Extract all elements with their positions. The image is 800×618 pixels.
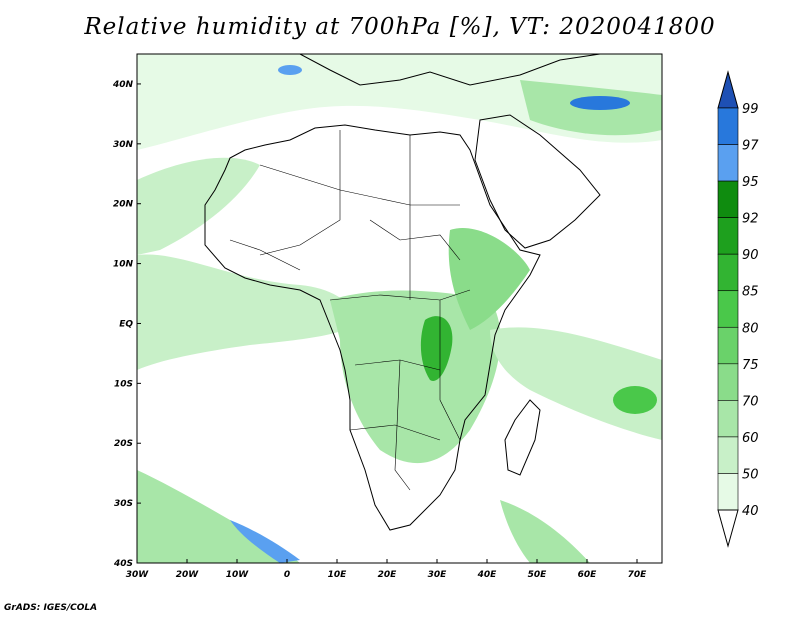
madagascar-coastline (504, 399, 541, 476)
colorbar-label: 97 (742, 139, 759, 154)
lat-tick-label: 40S (113, 559, 133, 569)
colorbar-segment (717, 326, 739, 365)
chart-title: Relative humidity at 700hPa [%], VT: 202… (84, 14, 716, 40)
humid-region-east-africa (448, 228, 530, 330)
lon-tick-label: 30E (428, 570, 448, 580)
arabia-coastline (474, 114, 601, 249)
colorbar-label: 92 (742, 212, 759, 227)
colorbar-label: 60 (742, 431, 759, 446)
lat-tick-label: 10S (114, 379, 133, 389)
saturated-spot-southern-ocean (230, 520, 300, 563)
lat-tick-label: 30N (113, 140, 134, 150)
colorbar-segment (717, 363, 739, 401)
colorbar-label: 70 (742, 394, 759, 409)
country-borders (229, 130, 471, 491)
border-line (439, 300, 461, 441)
lon-tick-label: 20E (378, 570, 398, 580)
colorbar-label: 50 (742, 467, 759, 482)
colorbar-label: 80 (742, 321, 759, 336)
humidity-field (137, 54, 662, 563)
colorbar-segment (717, 144, 739, 182)
colorbar-segment (717, 217, 739, 255)
lon-tick-label: 40E (477, 570, 498, 580)
colorbar-segment (717, 180, 739, 218)
humid-region-north-africa-band (137, 157, 260, 255)
border-line (369, 219, 461, 261)
lon-tick-label: 60E (578, 570, 598, 580)
colorbar-segment (717, 107, 739, 145)
saturated-spot-iran (570, 96, 630, 110)
high-humidity-spot-indian-ocean (613, 386, 657, 414)
humid-region-tropical-atlantic (137, 254, 360, 370)
colorbar-bottom-arrow (717, 509, 739, 548)
lon-tick-label: 70E (628, 570, 648, 580)
colorbar-segment (717, 290, 739, 328)
colorbar-segment (717, 473, 739, 511)
plot-frame (136, 53, 663, 564)
lat-tick-label: 20S (114, 439, 133, 449)
colorbar-label: 99 (742, 102, 759, 117)
border-line (229, 239, 301, 271)
border-line (259, 130, 341, 256)
border-line (349, 424, 441, 441)
colorbar-label: 75 (742, 358, 759, 373)
plot-area (137, 54, 662, 563)
colorbar-label: 85 (742, 285, 759, 300)
lat-tick-label: 20N (113, 200, 134, 210)
border-line (329, 289, 471, 301)
lon-tick-label: 30W (126, 570, 150, 580)
colorbar-label: 90 (742, 248, 759, 263)
grads-credit: GrADS: IGES/COLA (4, 603, 98, 613)
europe-coastline (137, 54, 601, 86)
colorbar-label: 95 (742, 175, 759, 190)
lon-tick-label: 50E (528, 570, 548, 580)
lon-tick-label: 0 (284, 570, 290, 580)
longitude-axis: 30W 20W 10W 0 10E 20E 30E 40E 50E 60E 70E (126, 559, 647, 580)
humid-region-north (137, 54, 662, 150)
lon-tick-label: 20W (176, 570, 200, 580)
colorbar-top-arrow (717, 70, 739, 109)
humid-region-central-africa (330, 290, 501, 464)
lat-tick-label: 40N (112, 80, 134, 90)
colorbar-label: 40 (742, 504, 759, 519)
lat-tick-label: 30S (114, 499, 133, 509)
colorbar-segment (717, 436, 739, 474)
border-line (394, 359, 411, 491)
high-humidity-spot-lakes (420, 316, 453, 381)
colorbar-segment (717, 400, 739, 438)
saturated-spot-mediterranean (278, 65, 302, 75)
humid-region-sw-indian (500, 500, 590, 563)
border-line (259, 164, 460, 206)
lon-tick-label: 10E (328, 570, 348, 580)
colorbar-segment (717, 253, 739, 292)
lat-tick-label: 10N (113, 260, 134, 270)
lat-tick-label: EQ (119, 319, 133, 329)
latitude-axis: 40N 30N 20N 10N EQ 10S 20S 30S 40S (112, 80, 141, 569)
lon-tick-label: 10W (226, 570, 250, 580)
colorbar: 40 50 60 70 75 80 85 90 92 95 97 99 (717, 70, 759, 548)
humid-region-indian-ocean (490, 327, 662, 440)
